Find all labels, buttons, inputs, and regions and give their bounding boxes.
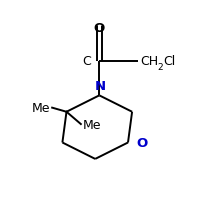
Text: CH: CH: [140, 55, 158, 68]
Text: O: O: [136, 136, 147, 149]
Text: Cl: Cl: [163, 55, 175, 68]
Text: N: N: [95, 80, 106, 93]
Text: O: O: [94, 22, 105, 35]
Text: 2: 2: [158, 62, 163, 71]
Text: C: C: [83, 55, 91, 68]
Text: Me: Me: [83, 118, 101, 131]
Text: Me: Me: [32, 102, 50, 115]
